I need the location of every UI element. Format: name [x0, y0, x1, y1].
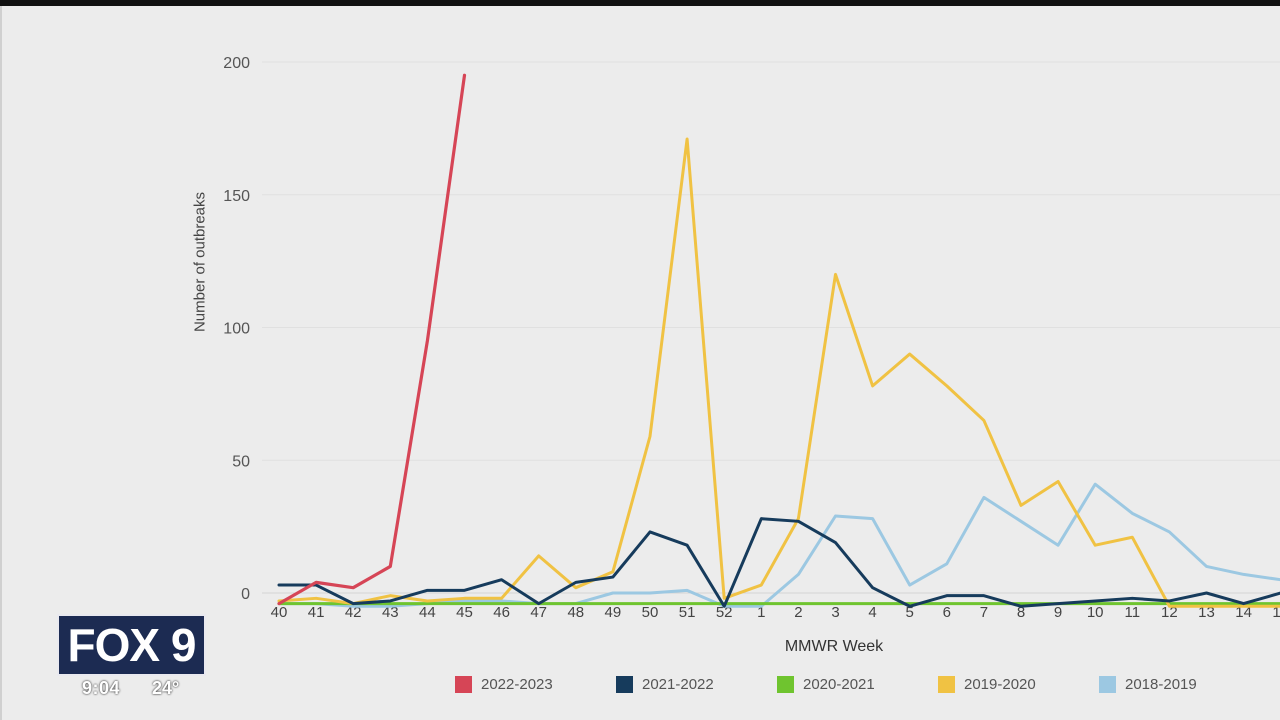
- x-tick-label: 8: [1017, 604, 1025, 621]
- legend-label: 2018-2019: [1125, 676, 1197, 693]
- x-tick-label: 48: [567, 604, 584, 621]
- x-tick-label: 15: [1272, 604, 1280, 621]
- x-tick-label: 49: [605, 604, 622, 621]
- series-line-2022-2023: [277, 73, 467, 606]
- top-border: [0, 0, 1280, 6]
- x-tick-label: 10: [1087, 604, 1104, 621]
- legend-swatch: [938, 676, 955, 693]
- x-tick-label: 9: [1054, 604, 1062, 621]
- legend-label: 2022-2023: [481, 676, 553, 693]
- legend-item-2019-2020: 2019-2020: [938, 676, 1099, 693]
- clock-time: 9:04: [82, 678, 121, 698]
- y-axis-label: Number of outbreaks: [191, 191, 209, 333]
- legend-swatch: [455, 676, 472, 693]
- x-tick-label: 6: [943, 604, 951, 621]
- x-axis-label: MMWR Week: [784, 638, 884, 655]
- series-line-2018-2019: [277, 482, 1280, 608]
- legend-label: 2019-2020: [964, 676, 1036, 693]
- legend-swatch: [616, 676, 633, 693]
- legend: 2022-2023 2021-2022 2020-2021 2019-2020 …: [455, 676, 1260, 693]
- x-tick-label: 14: [1235, 604, 1252, 621]
- legend-swatch: [777, 676, 794, 693]
- series-line-2019-2020: [277, 137, 1280, 608]
- series-line-2021-2022: [277, 517, 1280, 608]
- legend-item-2022-2023: 2022-2023: [455, 676, 616, 693]
- x-tick-label: 3: [831, 604, 839, 621]
- legend-item-2021-2022: 2021-2022: [616, 676, 777, 693]
- x-tick-label: 1: [757, 604, 765, 621]
- x-tick-label: 45: [456, 604, 473, 621]
- y-tick-label: 200: [223, 55, 250, 72]
- x-tick-label: 7: [980, 604, 988, 621]
- x-tick-label: 41: [308, 604, 325, 621]
- y-tick-label: 0: [241, 586, 250, 603]
- x-tick-label: 50: [642, 604, 659, 621]
- legend-label: 2021-2022: [642, 676, 714, 693]
- x-tick-label: 11: [1125, 604, 1141, 621]
- legend-swatch: [1099, 676, 1116, 693]
- x-tick-label: 40: [271, 604, 288, 621]
- x-tick-label: 13: [1198, 604, 1215, 621]
- fox9-logo: FOX 9: [57, 614, 206, 676]
- left-edge: [0, 6, 2, 720]
- y-tick-label: 150: [223, 188, 250, 205]
- x-tick-label: 5: [906, 604, 914, 621]
- legend-item-2020-2021: 2020-2021: [777, 676, 938, 693]
- x-tick-label: 42: [345, 604, 362, 621]
- x-tick-label: 52: [716, 604, 733, 621]
- temperature: 24°: [152, 678, 180, 698]
- x-tick-label: 44: [419, 604, 436, 621]
- x-tick-label: 46: [493, 604, 510, 621]
- x-tick-label: 51: [679, 604, 696, 621]
- x-tick-label: 2: [794, 604, 802, 621]
- y-tick-label: 100: [223, 321, 250, 338]
- x-tick-label: 4: [868, 604, 876, 621]
- legend-item-2018-2019: 2018-2019: [1099, 676, 1260, 693]
- legend-label: 2020-2021: [803, 676, 875, 693]
- x-tick-label: 47: [530, 604, 547, 621]
- y-tick-label: 50: [232, 453, 250, 470]
- x-tick-label: 43: [382, 604, 399, 621]
- x-tick-label: 12: [1161, 604, 1178, 621]
